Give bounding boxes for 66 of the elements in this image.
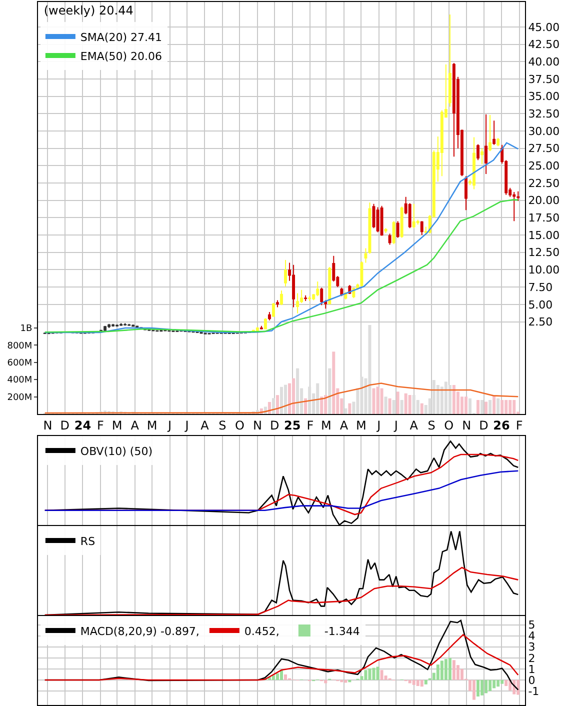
x-tick-label: J — [167, 418, 172, 432]
x-tick-label: J — [393, 418, 398, 432]
x-tick-label: D — [60, 418, 70, 432]
y-tick-label: 15.00 — [528, 228, 560, 242]
y-tick-label: 0 — [528, 674, 536, 687]
x-tick-label: D — [270, 418, 280, 432]
x-tick-label: N — [462, 418, 472, 432]
y-tick-label: 37.50 — [528, 72, 560, 86]
x-tick-label: M — [356, 418, 366, 432]
x-tick-label: M — [112, 418, 122, 432]
y-tick-label: 30.00 — [528, 124, 560, 138]
y-tick-label: 25.00 — [528, 160, 560, 173]
x-tick-label: J — [376, 418, 381, 432]
y-tick-label: 10.00 — [528, 264, 560, 277]
x-tick-label: M — [321, 418, 332, 432]
y-tick-label: 5 — [528, 618, 536, 632]
y-tick-label: 12.50 — [528, 246, 560, 260]
y2-tick-label: 600M — [7, 358, 32, 369]
x-tick-label: O — [444, 418, 454, 432]
x-tick-label: 25 — [284, 418, 301, 432]
chart-title: (weekly) 20.44 — [44, 3, 134, 18]
y2-tick-label: 400M — [7, 376, 32, 386]
legend-label: -1.344 — [324, 624, 360, 638]
y-tick-label: 22.50 — [528, 176, 560, 190]
y-tick-label: 40.00 — [528, 56, 560, 68]
x-tick-label: A — [130, 418, 140, 432]
legend-label: RS — [80, 534, 96, 548]
y2-tick-label: 200M — [7, 392, 32, 403]
y-tick-label: 42.50 — [528, 38, 560, 52]
x-tick-label: 24 — [74, 418, 92, 432]
x-tick-label: N — [43, 418, 52, 432]
legend-label: MACD(8,20,9) -0.897, — [80, 624, 200, 638]
x-tick-label: N — [252, 418, 262, 432]
y-tick-label: 3 — [528, 640, 536, 654]
y2-tick-label: 800M — [7, 341, 32, 352]
x-tick-label: F — [96, 418, 104, 432]
x-tick-label: A — [410, 418, 419, 432]
legend-label: 0.452, — [244, 624, 280, 638]
y-tick-label: 45.00 — [528, 20, 560, 34]
x-tick-label: M — [146, 418, 158, 432]
y-tick-label: 2.50 — [528, 316, 553, 329]
x-tick-label: S — [428, 418, 436, 432]
legend-label: SMA(20) 27.41 — [80, 30, 162, 44]
x-tick-label: A — [340, 418, 349, 432]
x-tick-label: O — [234, 418, 244, 432]
x-tick-label: F — [306, 418, 314, 432]
y-tick-label: 4 — [528, 630, 536, 643]
x-tick-label: J — [184, 418, 189, 432]
y-tick-label: 20.00 — [528, 194, 560, 208]
y-tick-label: 1 — [528, 662, 536, 676]
x-tick-label: D — [479, 418, 488, 432]
y2-tick-label: 1B — [20, 324, 32, 334]
y-tick-label: 17.50 — [528, 212, 560, 225]
y-tick-label: 2 — [528, 652, 536, 665]
y-tick-label: 7.50 — [528, 280, 553, 294]
x-tick-label: 26 — [493, 418, 510, 432]
y-tick-label: 27.50 — [528, 142, 560, 156]
y-tick-label: 5.00 — [528, 298, 553, 312]
legend-label: OBV(10) (50) — [80, 444, 152, 458]
x-tick-label: S — [218, 418, 226, 432]
x-tick-label: F — [516, 418, 523, 432]
legend-label: EMA(50) 20.06 — [80, 50, 162, 63]
x-tick-label: A — [200, 418, 210, 432]
y-tick-label: 32.50 — [528, 108, 560, 121]
y-tick-label: 35.00 — [528, 90, 560, 104]
y-tick-label: -1 — [528, 684, 540, 698]
